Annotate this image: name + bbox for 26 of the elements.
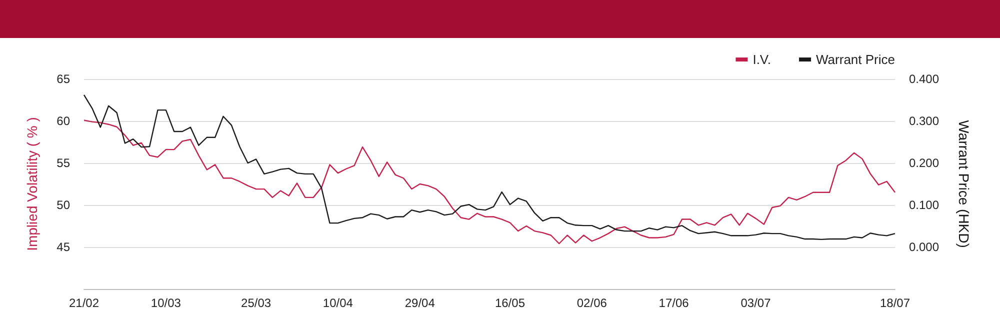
x-tick-label: 29/04 xyxy=(404,296,436,310)
x-tick-label: 03/07 xyxy=(740,296,772,310)
y2-tick-label: 0.000 xyxy=(909,240,940,254)
x-tick-label: 10/04 xyxy=(322,296,354,310)
line-series xyxy=(83,94,896,240)
x-tick-label: 18/07 xyxy=(880,296,910,310)
y2-axis-title: Warrant Price (HKD) xyxy=(956,120,972,248)
y-tick-label: 50 xyxy=(56,198,70,212)
x-tick-label: 02/06 xyxy=(576,296,608,310)
y-axis-title: Implied Volatility ( % ) xyxy=(24,117,40,251)
y2-tick-label: 0.200 xyxy=(909,156,940,170)
line-series xyxy=(83,120,896,244)
x-tick-label: 10/03 xyxy=(150,296,182,310)
y2-tick-label: 0.100 xyxy=(909,198,940,212)
x-tick-label: 25/03 xyxy=(241,296,272,310)
y-tick-label: 65 xyxy=(56,72,70,86)
y2-tick-label: 0.400 xyxy=(909,72,940,86)
legend-label: Warrant Price xyxy=(816,52,896,67)
y-tick-label: 45 xyxy=(56,240,70,254)
x-tick-label: 21/02 xyxy=(68,296,100,310)
x-tick-label: 16/05 xyxy=(494,296,526,310)
x-tick-label: 17/06 xyxy=(658,296,690,310)
legend-label: I.V. xyxy=(752,52,772,67)
y-tick-label: 55 xyxy=(56,156,70,170)
y-tick-label: 60 xyxy=(56,114,70,128)
y2-tick-label: 0.300 xyxy=(909,114,940,128)
